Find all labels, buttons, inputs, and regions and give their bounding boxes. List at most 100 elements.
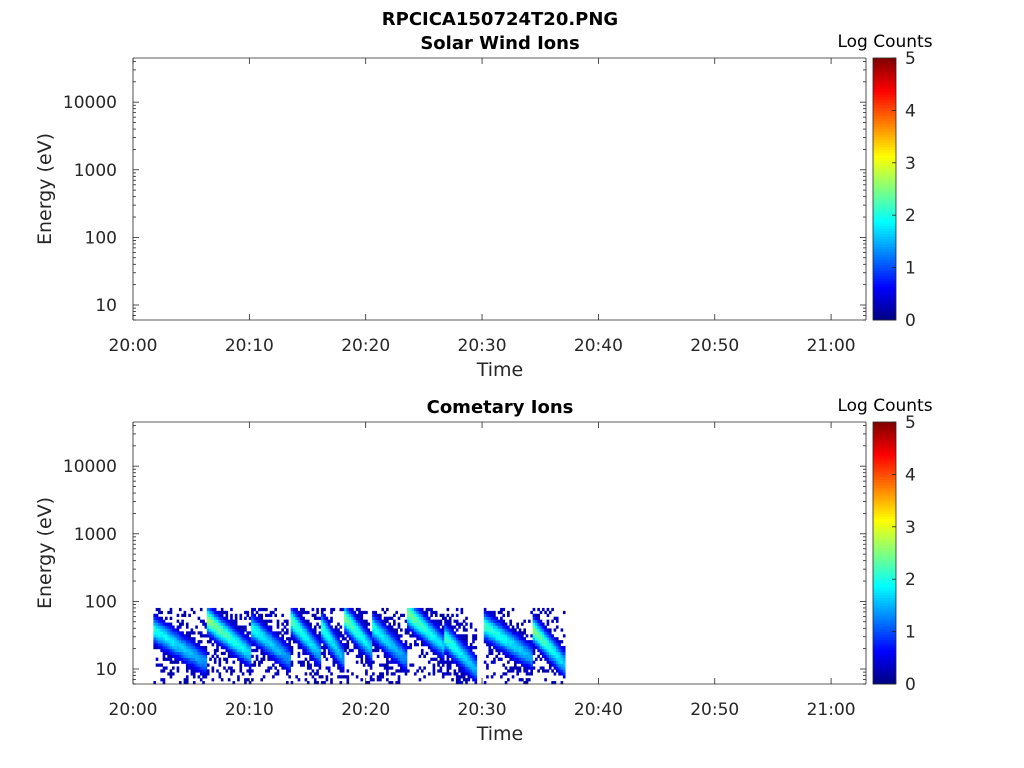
heatmap-cell (246, 634, 250, 638)
heatmap-cell (244, 634, 247, 638)
heatmap-cell (446, 628, 450, 632)
heatmap-cell (274, 654, 277, 658)
heatmap-cell (525, 648, 529, 653)
heatmap-cell (376, 637, 380, 641)
heatmap-cell (516, 625, 519, 629)
heatmap-cell (388, 681, 392, 685)
heatmap-cell (281, 645, 284, 650)
heatmap-cell (286, 681, 289, 685)
heatmap-cell (227, 640, 231, 644)
heatmap-cell (341, 634, 345, 638)
heatmap-cell (181, 651, 184, 656)
x-ticks: 20:00 20:10 20:20 20:30 20:40 20:50 21:00 (109, 58, 856, 356)
heatmap-cell (521, 643, 524, 647)
heatmap-cell (423, 643, 426, 647)
heatmap-cell (211, 643, 215, 647)
heatmap-cell (290, 616, 294, 620)
heatmap-cell (330, 634, 333, 638)
heatmap-cell (518, 660, 522, 664)
heatmap-cell (213, 628, 217, 632)
heatmap-cell (292, 613, 296, 618)
heatmap-cell (453, 654, 457, 658)
heatmap-cell (514, 666, 517, 670)
heatmap-cell (176, 657, 180, 661)
heatmap-cell (439, 660, 443, 664)
heatmap-cell (400, 613, 403, 618)
heatmap-cell (269, 666, 273, 670)
heatmap-cell (379, 645, 382, 650)
heatmap-cell (253, 628, 257, 632)
heatmap-cell (541, 669, 545, 673)
x-axis-label: Time (476, 723, 524, 745)
heatmap-cell (525, 654, 529, 658)
heatmap-cell (220, 610, 224, 615)
colorbar-swatch (873, 644, 896, 648)
heatmap-cell (290, 660, 294, 664)
heatmap-cell (458, 625, 461, 629)
colorbar-swatch (873, 238, 896, 242)
heatmap-cell (283, 619, 287, 623)
heatmap-cell (167, 625, 170, 629)
heatmap-cell (299, 634, 303, 638)
heatmap-cell (511, 637, 515, 641)
heatmap-cell (178, 643, 182, 647)
heatmap-cell (525, 672, 529, 676)
heatmap-cell (158, 619, 161, 623)
heatmap-cell (502, 622, 506, 626)
y-tick-label: 10000 (63, 93, 117, 113)
colorbar-swatch (873, 99, 896, 103)
heatmap-cell (534, 657, 538, 661)
heatmap-cell (211, 625, 215, 629)
heatmap-cell (386, 640, 389, 644)
heatmap-cell (258, 628, 261, 632)
heatmap-cell (346, 616, 350, 620)
heatmap-cell (306, 681, 310, 685)
heatmap-cell (292, 631, 296, 635)
heatmap-cell (546, 640, 550, 644)
heatmap-cell (397, 625, 401, 629)
heatmap-cell (323, 681, 326, 685)
colorbar-swatch (873, 461, 896, 465)
heatmap-cell (325, 631, 329, 635)
heatmap-cell (169, 610, 173, 615)
heatmap-cell (283, 645, 287, 650)
heatmap-cell (227, 625, 231, 629)
heatmap-cell (393, 613, 396, 618)
heatmap-cell (232, 631, 236, 635)
heatmap-cell (313, 616, 317, 620)
heatmap-cell (339, 675, 343, 679)
heatmap-cell (209, 613, 212, 618)
heatmap-cell (390, 631, 394, 635)
heatmap-cell (548, 645, 552, 650)
heatmap-cell (178, 657, 182, 661)
heatmap-cell (165, 622, 168, 626)
heatmap-cell (511, 666, 515, 670)
heatmap-cell (532, 613, 536, 618)
heatmap-cell (548, 651, 552, 656)
heatmap-cell (493, 625, 496, 629)
heatmap-cell (537, 631, 540, 635)
heatmap-cell (227, 643, 231, 647)
heatmap-cell (188, 631, 191, 635)
heatmap-cell (302, 634, 305, 638)
heatmap-cell (216, 631, 219, 635)
heatmap-cell (395, 628, 398, 632)
heatmap-cell (306, 666, 310, 670)
heatmap-cell (171, 660, 175, 664)
colorbar-tick-label: 0 (905, 311, 916, 331)
heatmap-cell (455, 663, 459, 667)
heatmap-cell (528, 672, 531, 676)
heatmap-cell (218, 613, 222, 618)
heatmap-cell (390, 616, 394, 620)
heatmap-cell (453, 640, 457, 644)
heatmap-cell (211, 666, 215, 670)
heatmap-cell (551, 619, 554, 623)
heatmap-cell (367, 657, 371, 661)
heatmap-cell (360, 651, 364, 656)
heatmap-cell (199, 640, 203, 644)
heatmap-cell (490, 628, 494, 632)
colorbar-swatch (873, 532, 896, 536)
heatmap-cell (239, 663, 243, 667)
heatmap-cell (260, 651, 264, 656)
heatmap-cell (411, 625, 415, 629)
